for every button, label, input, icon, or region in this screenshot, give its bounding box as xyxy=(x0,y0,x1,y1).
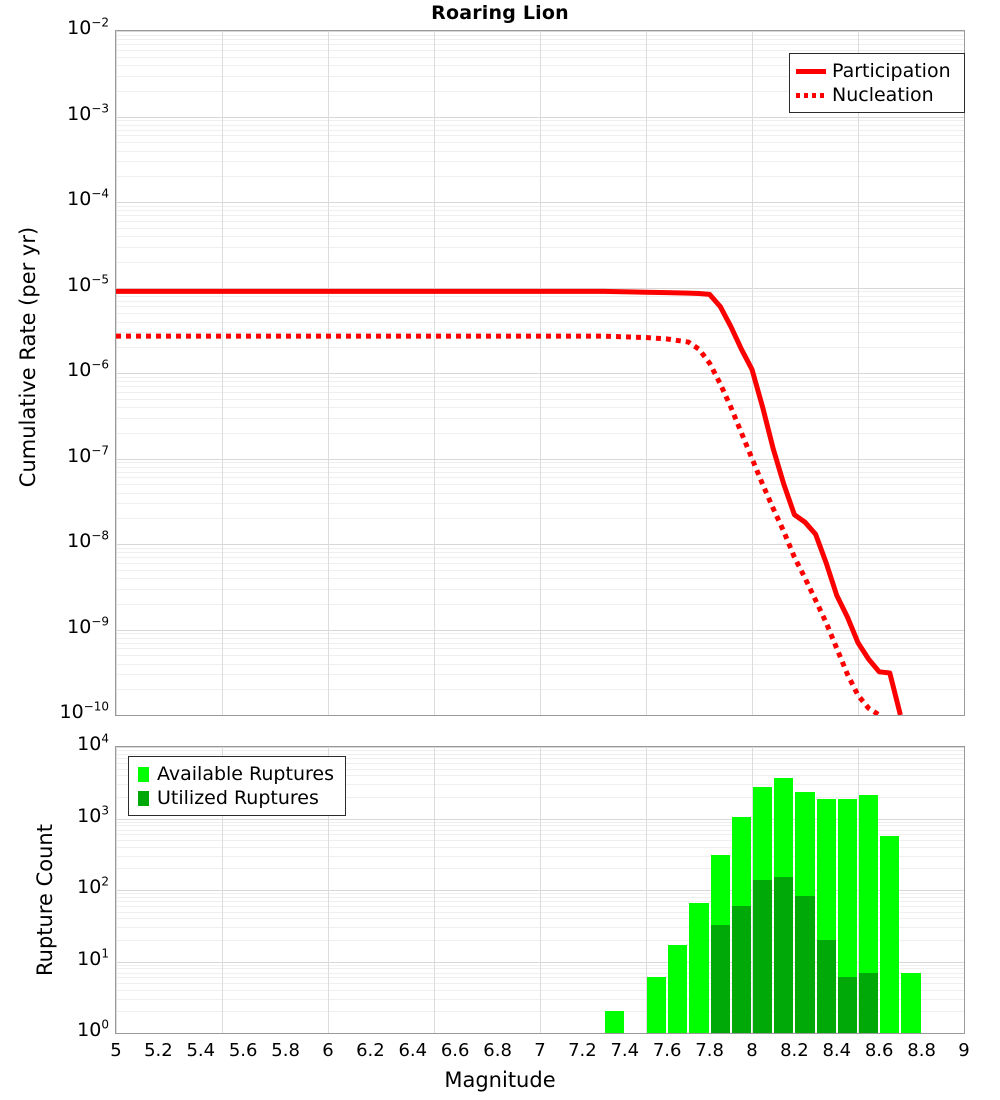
xtick-label-magnitude: 6.4 xyxy=(398,1040,428,1061)
histogram-bar-available xyxy=(604,1011,624,1033)
histogram-bar-utilized xyxy=(816,939,836,1033)
legend-item-participation: Participation xyxy=(796,59,956,83)
xaxis-label: Magnitude xyxy=(444,1068,556,1092)
ytick-label-rate: 10−7 xyxy=(67,443,109,467)
xtick-label-magnitude: 7.6 xyxy=(652,1040,682,1061)
histogram-bar-available xyxy=(647,977,667,1033)
gridline-vertical xyxy=(116,31,117,715)
xtick-label-magnitude: 7 xyxy=(534,1040,546,1061)
ytick-label-rate: 10−4 xyxy=(67,186,109,210)
top-plot-legend: Participation Nucleation xyxy=(789,53,965,113)
ytick-label-rate: 10−5 xyxy=(67,272,109,296)
xtick-label-magnitude: 6 xyxy=(322,1040,334,1061)
histogram-bar-utilized xyxy=(731,905,751,1033)
histogram-bar-available xyxy=(901,972,921,1033)
bottom-plot-gridlines xyxy=(116,747,964,1033)
xtick-label-magnitude: 8.6 xyxy=(864,1040,894,1061)
xtick-label-magnitude: 5.4 xyxy=(186,1040,216,1061)
page-title: Roaring Lion xyxy=(431,2,569,24)
gridline-vertical xyxy=(752,747,753,1033)
gridline-vertical xyxy=(116,747,117,1033)
gridline-vertical xyxy=(646,747,647,1033)
gridline-vertical xyxy=(222,747,223,1033)
ytick-label-count: 102 xyxy=(77,874,109,898)
histogram-bar-utilized xyxy=(774,877,794,1033)
legend-item-nucleation: Nucleation xyxy=(796,83,956,107)
xtick-label-magnitude: 6.8 xyxy=(483,1040,512,1061)
xtick-label-magnitude: 7.8 xyxy=(695,1040,724,1061)
ytick-label-count: 104 xyxy=(77,731,109,755)
ytick-label-rate: 10−8 xyxy=(67,528,109,552)
gridline-vertical xyxy=(858,31,859,715)
legend-label-participation: Participation xyxy=(832,59,951,82)
histogram-bar-utilized xyxy=(837,977,857,1033)
ytick-label-rate: 10−6 xyxy=(67,357,109,381)
gridline-vertical xyxy=(434,747,435,1033)
ytick-label-rate: 10−9 xyxy=(67,614,109,638)
xtick-label-magnitude: 7.2 xyxy=(568,1040,597,1061)
nucleation-line-swatch xyxy=(796,88,826,102)
legend-item-available-ruptures: Available Ruptures xyxy=(135,762,337,786)
legend-label-utilized-ruptures: Utilized Ruptures xyxy=(157,786,319,809)
rupture-histogram-bars xyxy=(116,747,964,1033)
ytick-label-count: 101 xyxy=(77,946,109,970)
xtick-label-magnitude: 8.8 xyxy=(907,1040,936,1061)
legend-label-nucleation: Nucleation xyxy=(832,83,934,106)
available-ruptures-swatch xyxy=(135,766,151,782)
gridline-vertical xyxy=(646,31,647,715)
gridline-vertical xyxy=(858,747,859,1033)
rate-curves xyxy=(116,288,903,715)
ytick-label-rate: 10−10 xyxy=(59,699,109,723)
utilized-ruptures-swatch xyxy=(135,790,151,806)
histogram-bar-available xyxy=(837,798,857,1033)
xtick-label-magnitude: 5.8 xyxy=(271,1040,300,1061)
gridline-vertical xyxy=(328,31,329,715)
legend-item-utilized-ruptures: Utilized Ruptures xyxy=(135,786,337,810)
top-plot-gridlines xyxy=(116,31,964,715)
gridline-vertical xyxy=(540,31,541,715)
histogram-bar-utilized xyxy=(710,925,730,1033)
histogram-bar-utilized xyxy=(795,895,815,1033)
histogram-bar-utilized xyxy=(753,879,773,1033)
legend-label-available-ruptures: Available Ruptures xyxy=(157,762,334,785)
curve-nucleation xyxy=(116,333,881,715)
gridline-vertical xyxy=(434,31,435,715)
ytick-label-rate: 10−3 xyxy=(67,101,109,125)
histogram-bar-utilized xyxy=(859,972,879,1033)
histogram-bar-available xyxy=(668,945,688,1033)
ytick-label-rate: 10−2 xyxy=(67,15,109,39)
xtick-label-magnitude: 6.6 xyxy=(440,1040,470,1061)
gridline-vertical xyxy=(328,747,329,1033)
gridline-vertical xyxy=(222,31,223,715)
participation-line-swatch xyxy=(796,64,826,78)
histogram-bar-available xyxy=(880,835,900,1033)
gridline-vertical xyxy=(540,747,541,1033)
xtick-label-magnitude: 5.2 xyxy=(144,1040,173,1061)
xtick-label-magnitude: 5.6 xyxy=(228,1040,258,1061)
ytick-label-count: 103 xyxy=(77,803,109,827)
xtick-label-magnitude: 8.2 xyxy=(780,1040,809,1061)
xtick-label-magnitude: 8.4 xyxy=(822,1040,852,1061)
xtick-label-magnitude: 5 xyxy=(110,1040,122,1061)
xtick-label-magnitude: 7.4 xyxy=(610,1040,640,1061)
cumulative-rate-plot xyxy=(115,30,965,716)
xtick-label-magnitude: 9 xyxy=(958,1040,970,1061)
histogram-bar-available xyxy=(689,903,709,1033)
xtick-label-magnitude: 6.2 xyxy=(356,1040,385,1061)
curve-participation xyxy=(116,288,903,715)
bottom-plot-legend: Available Ruptures Utilized Ruptures xyxy=(128,756,346,816)
ytick-label-count: 100 xyxy=(77,1017,109,1041)
xtick-label-magnitude: 8 xyxy=(746,1040,758,1061)
